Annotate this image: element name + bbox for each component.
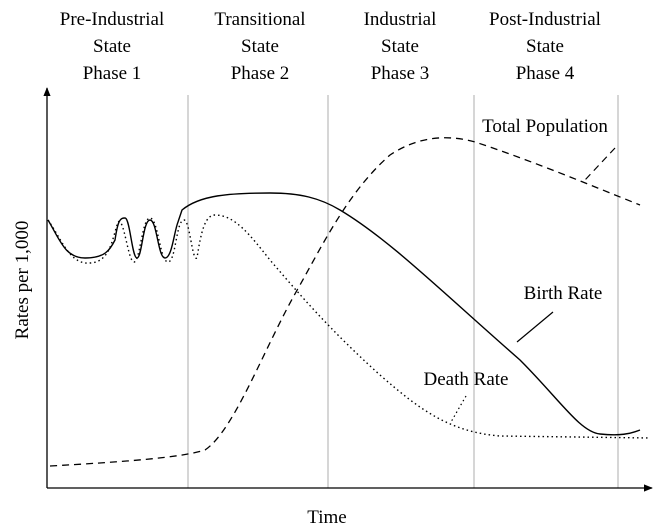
phase-label: Post-Industrial [489, 9, 601, 30]
phase-label: Transitional [214, 9, 305, 30]
curve-label: Total Population [482, 116, 608, 137]
leader-line [516, 311, 554, 343]
death-rate-curve [47, 214, 651, 439]
leader-line [584, 147, 616, 181]
phase-label: Industrial [364, 9, 437, 30]
phase-label: State [526, 36, 564, 57]
curve-label: Birth Rate [524, 283, 603, 304]
phase-dividers [187, 95, 619, 488]
total-population-curve [49, 137, 641, 467]
phase-label: Phase 3 [371, 63, 430, 84]
phase-label: State [381, 36, 419, 57]
curve-label: Death Rate [424, 369, 509, 390]
x-axis-label: Time [307, 507, 346, 528]
birth-rate-curve [47, 192, 641, 436]
phase-label: Pre-Industrial [60, 9, 164, 30]
phase-label: Phase 1 [83, 63, 142, 84]
phase-label: State [241, 36, 279, 57]
y-axis-label: Rates per 1,000 [12, 221, 33, 340]
phase-label: Phase 4 [516, 63, 575, 84]
phase-label: Phase 2 [231, 63, 290, 84]
leader-line [450, 395, 467, 423]
phase-labels: Pre-Industrial State Phase 1 Transitional St… [60, 9, 601, 84]
phase-label: State [93, 36, 131, 57]
